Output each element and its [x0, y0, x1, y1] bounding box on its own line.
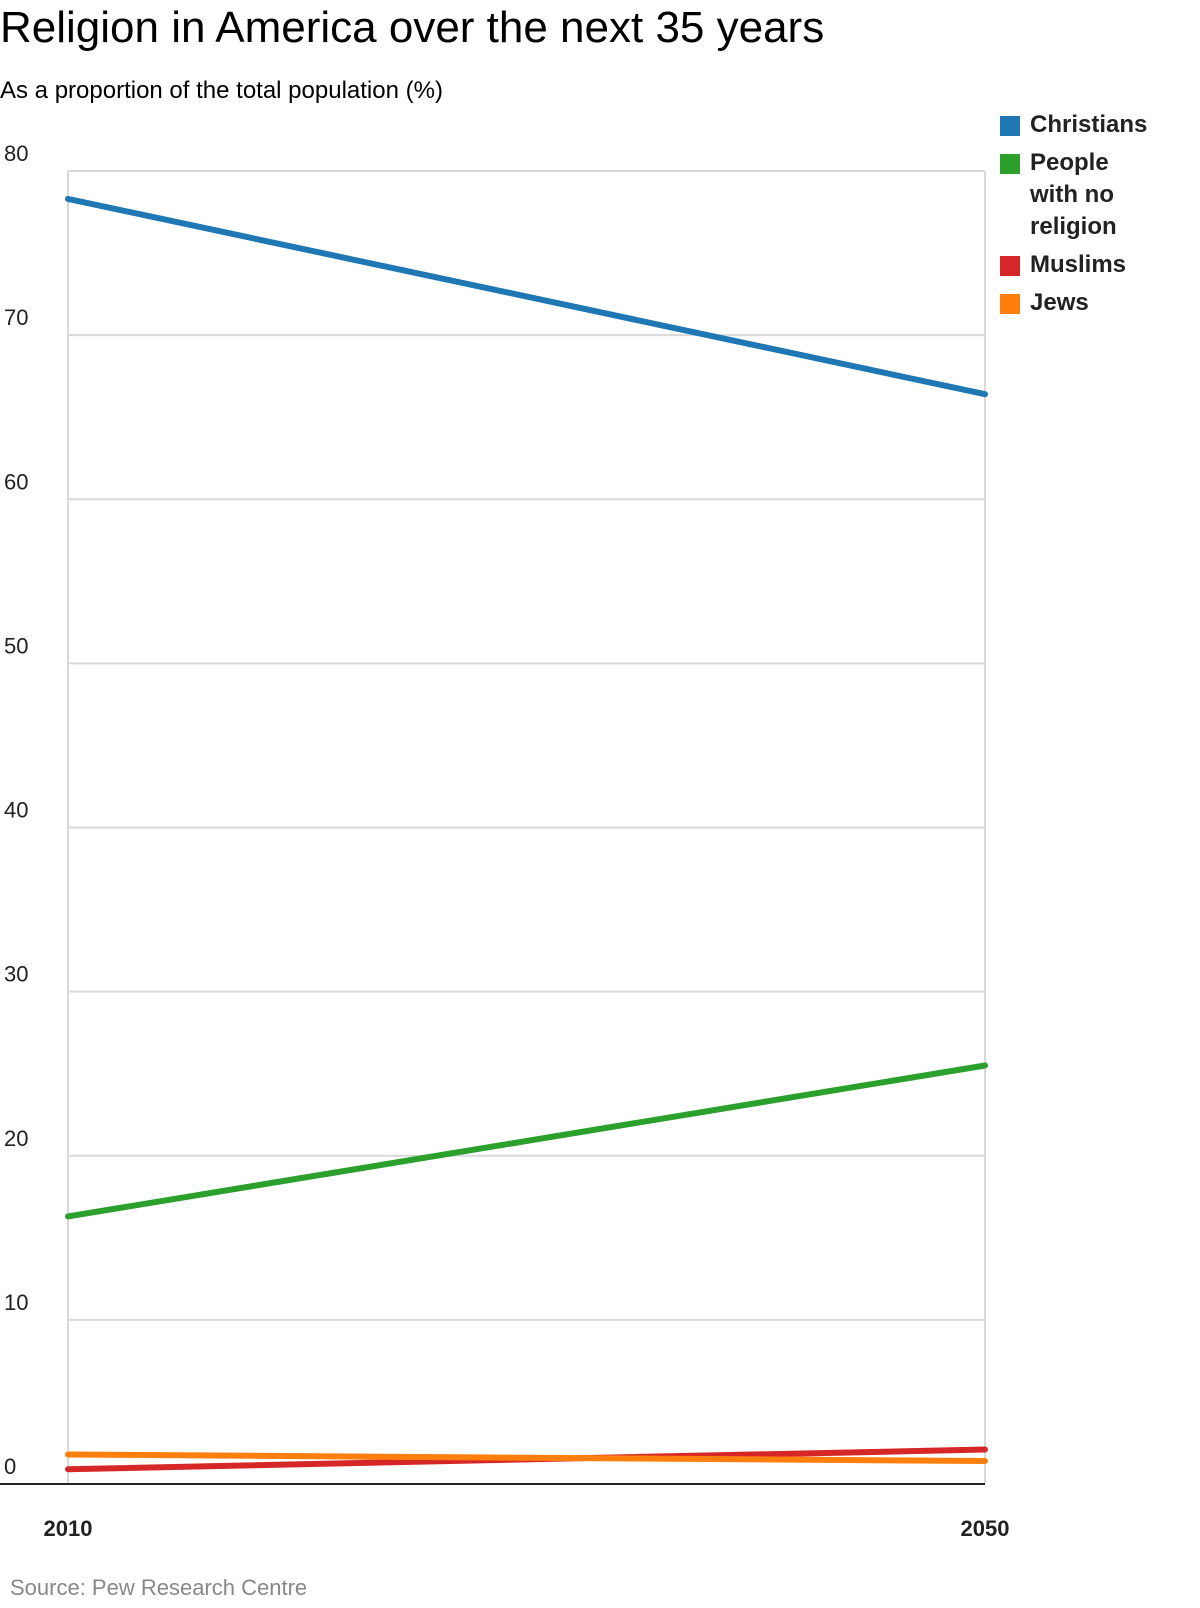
legend-item-muslims: Muslims [1000, 249, 1195, 281]
legend-label: Christians [1030, 111, 1148, 138]
y-tick-label: 80 [4, 141, 28, 166]
y-tick-label: 30 [4, 962, 28, 987]
y-tick-label: 20 [4, 1126, 28, 1151]
y-tick-label: 70 [4, 305, 28, 330]
chart-subtitle: As a proportion of the total population … [0, 77, 443, 104]
x-tick-label: 2050 [961, 1516, 1010, 1541]
y-tick-label: 50 [4, 633, 28, 658]
legend-item-jews: Jews [1000, 287, 1195, 319]
source-note: Source: Pew Research Centre [10, 1575, 308, 1600]
y-tick-label: 10 [4, 1290, 28, 1315]
x-tick-label: 2010 [44, 1516, 93, 1541]
series-line-people-with-no-religion [65, 1062, 988, 1220]
legend-item-christians: Christians [1000, 109, 1195, 141]
legend-label: People with no religion [1030, 149, 1117, 240]
legend-swatch-jews [1000, 294, 1020, 314]
legend-swatch-muslims [1000, 256, 1020, 276]
legend-item-no-religion: People with no religion [1000, 147, 1195, 243]
legend-swatch-christians [1000, 116, 1020, 136]
y-tick-label: 60 [4, 469, 28, 494]
legend: Christians People with no religion Musli… [1000, 109, 1195, 325]
chart-title: Religion in America over the next 35 yea… [0, 3, 825, 52]
series-line-jews [65, 1451, 988, 1465]
y-tick-label: 0 [4, 1454, 16, 1479]
series-line-christians [65, 195, 988, 398]
legend-swatch-no-religion [1000, 154, 1020, 174]
legend-label: Jews [1030, 289, 1089, 316]
y-tick-label: 40 [4, 798, 28, 823]
legend-label: Muslims [1030, 251, 1127, 278]
